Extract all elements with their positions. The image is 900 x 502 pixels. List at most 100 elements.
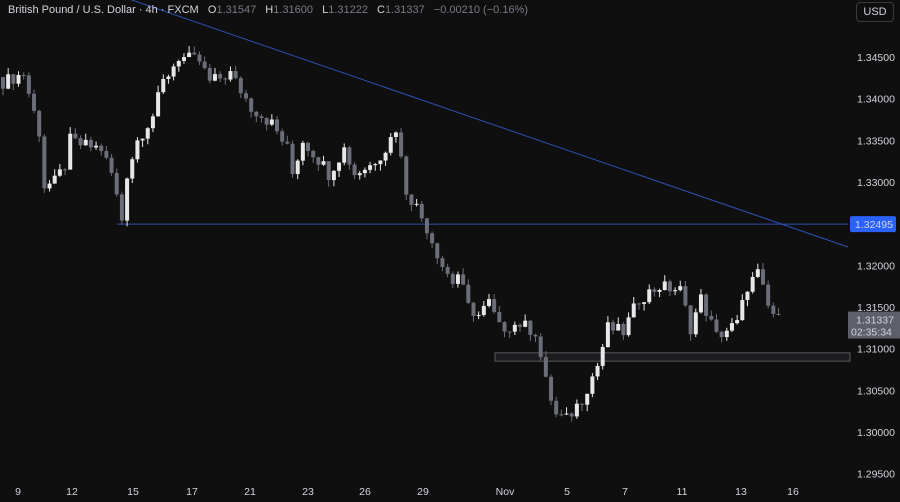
candle-body <box>228 71 233 80</box>
candle-body <box>580 403 585 405</box>
candle-body <box>130 159 135 179</box>
candle-body <box>156 92 161 117</box>
candle-body <box>6 74 11 89</box>
candle-body <box>719 331 724 338</box>
candle-body <box>388 136 393 153</box>
date-axis-label: Nov <box>496 486 515 498</box>
candle-body <box>316 157 321 165</box>
candle-body <box>26 75 31 94</box>
candle-body <box>461 274 466 285</box>
candle-body <box>42 136 47 189</box>
candle-body <box>290 143 295 175</box>
candle-body <box>192 52 197 55</box>
candle-body <box>600 347 605 366</box>
candle-body <box>52 175 57 184</box>
close-label: C <box>377 4 385 16</box>
candle-body <box>119 194 124 221</box>
candle-body <box>709 315 714 320</box>
date-axis-label: 9 <box>15 486 21 498</box>
candle-body <box>88 139 93 148</box>
candle-body <box>280 131 285 142</box>
candle-body <box>202 61 207 69</box>
date-axis-label: 13 <box>735 486 747 498</box>
candle-body <box>249 98 254 112</box>
candle-body <box>590 376 595 394</box>
candle-body <box>414 203 419 205</box>
candle-body <box>1 76 5 89</box>
candle-body <box>678 286 683 291</box>
candle-body <box>724 330 729 338</box>
candle-body <box>533 334 538 337</box>
price-axis-label: 1.32000 <box>857 260 895 272</box>
candle-body <box>481 305 486 315</box>
candle-body <box>399 132 404 157</box>
candle-body <box>549 376 554 401</box>
candle-body <box>409 194 414 205</box>
candle-body <box>693 312 698 335</box>
candle-body <box>466 284 471 303</box>
candle-body <box>424 218 429 234</box>
candle-body <box>642 302 647 304</box>
candle-body <box>295 160 300 175</box>
price-axis-label: 1.34000 <box>857 94 895 106</box>
candle-body <box>518 324 522 327</box>
candle-body <box>486 299 491 306</box>
candle-body <box>145 128 150 139</box>
candle-body <box>543 357 548 377</box>
candle-body <box>523 320 528 327</box>
candle-body <box>455 274 460 284</box>
candle-body <box>652 289 657 292</box>
candle-body <box>187 52 192 58</box>
date-axis-label: 23 <box>302 486 314 498</box>
date-axis-label: 21 <box>244 486 256 498</box>
candle-body <box>740 300 745 321</box>
candle-body <box>714 319 719 332</box>
candle-body <box>616 324 621 331</box>
low-label: L <box>322 4 329 16</box>
candle-body <box>492 299 497 312</box>
candle-body <box>207 68 212 81</box>
symbol-title: British Pound / U.S. Dollar · 4h · FXCM <box>8 4 199 16</box>
candle-body <box>47 183 52 189</box>
candle-body <box>636 303 641 305</box>
candle-body <box>419 203 424 219</box>
date-axis-label: 12 <box>66 486 78 498</box>
candle-body <box>57 169 62 176</box>
candle-body <box>585 393 590 405</box>
candle-body <box>32 93 37 111</box>
candle-body <box>68 133 73 170</box>
candle-body <box>476 314 481 316</box>
candle-body <box>538 336 543 358</box>
candle-body <box>373 164 378 166</box>
candle-body <box>735 320 740 324</box>
candle-body <box>595 365 600 377</box>
candle-body <box>166 76 171 80</box>
price-axis-label: 1.33500 <box>857 135 895 147</box>
candle-body <box>269 119 274 125</box>
candle-body <box>176 60 181 67</box>
candle-body <box>698 294 703 313</box>
candle-body <box>326 161 331 181</box>
candle-body <box>311 150 316 158</box>
candle-body <box>750 276 755 292</box>
symbol-legend: British Pound / U.S. Dollar · 4h · FXCM … <box>8 4 534 16</box>
candle-body <box>63 169 68 171</box>
candle-body <box>125 178 130 221</box>
candle-body <box>285 141 290 144</box>
candle-body <box>611 322 616 331</box>
candle-body <box>306 142 311 151</box>
candle-body <box>771 305 776 314</box>
candle-body <box>94 145 99 148</box>
candle-body <box>445 266 450 274</box>
date-axis-label: 7 <box>622 486 628 498</box>
open-value: 1.31547 <box>216 4 257 16</box>
candle-body <box>631 303 636 318</box>
price-axis-label: 1.31000 <box>857 344 895 356</box>
candle-body <box>683 286 688 306</box>
candle-body <box>212 74 217 81</box>
currency-button[interactable]: USD <box>856 2 894 22</box>
price-axis-label: 1.33000 <box>857 177 895 189</box>
support-zone-box <box>494 352 851 362</box>
date-axis-label: 26 <box>359 486 371 498</box>
